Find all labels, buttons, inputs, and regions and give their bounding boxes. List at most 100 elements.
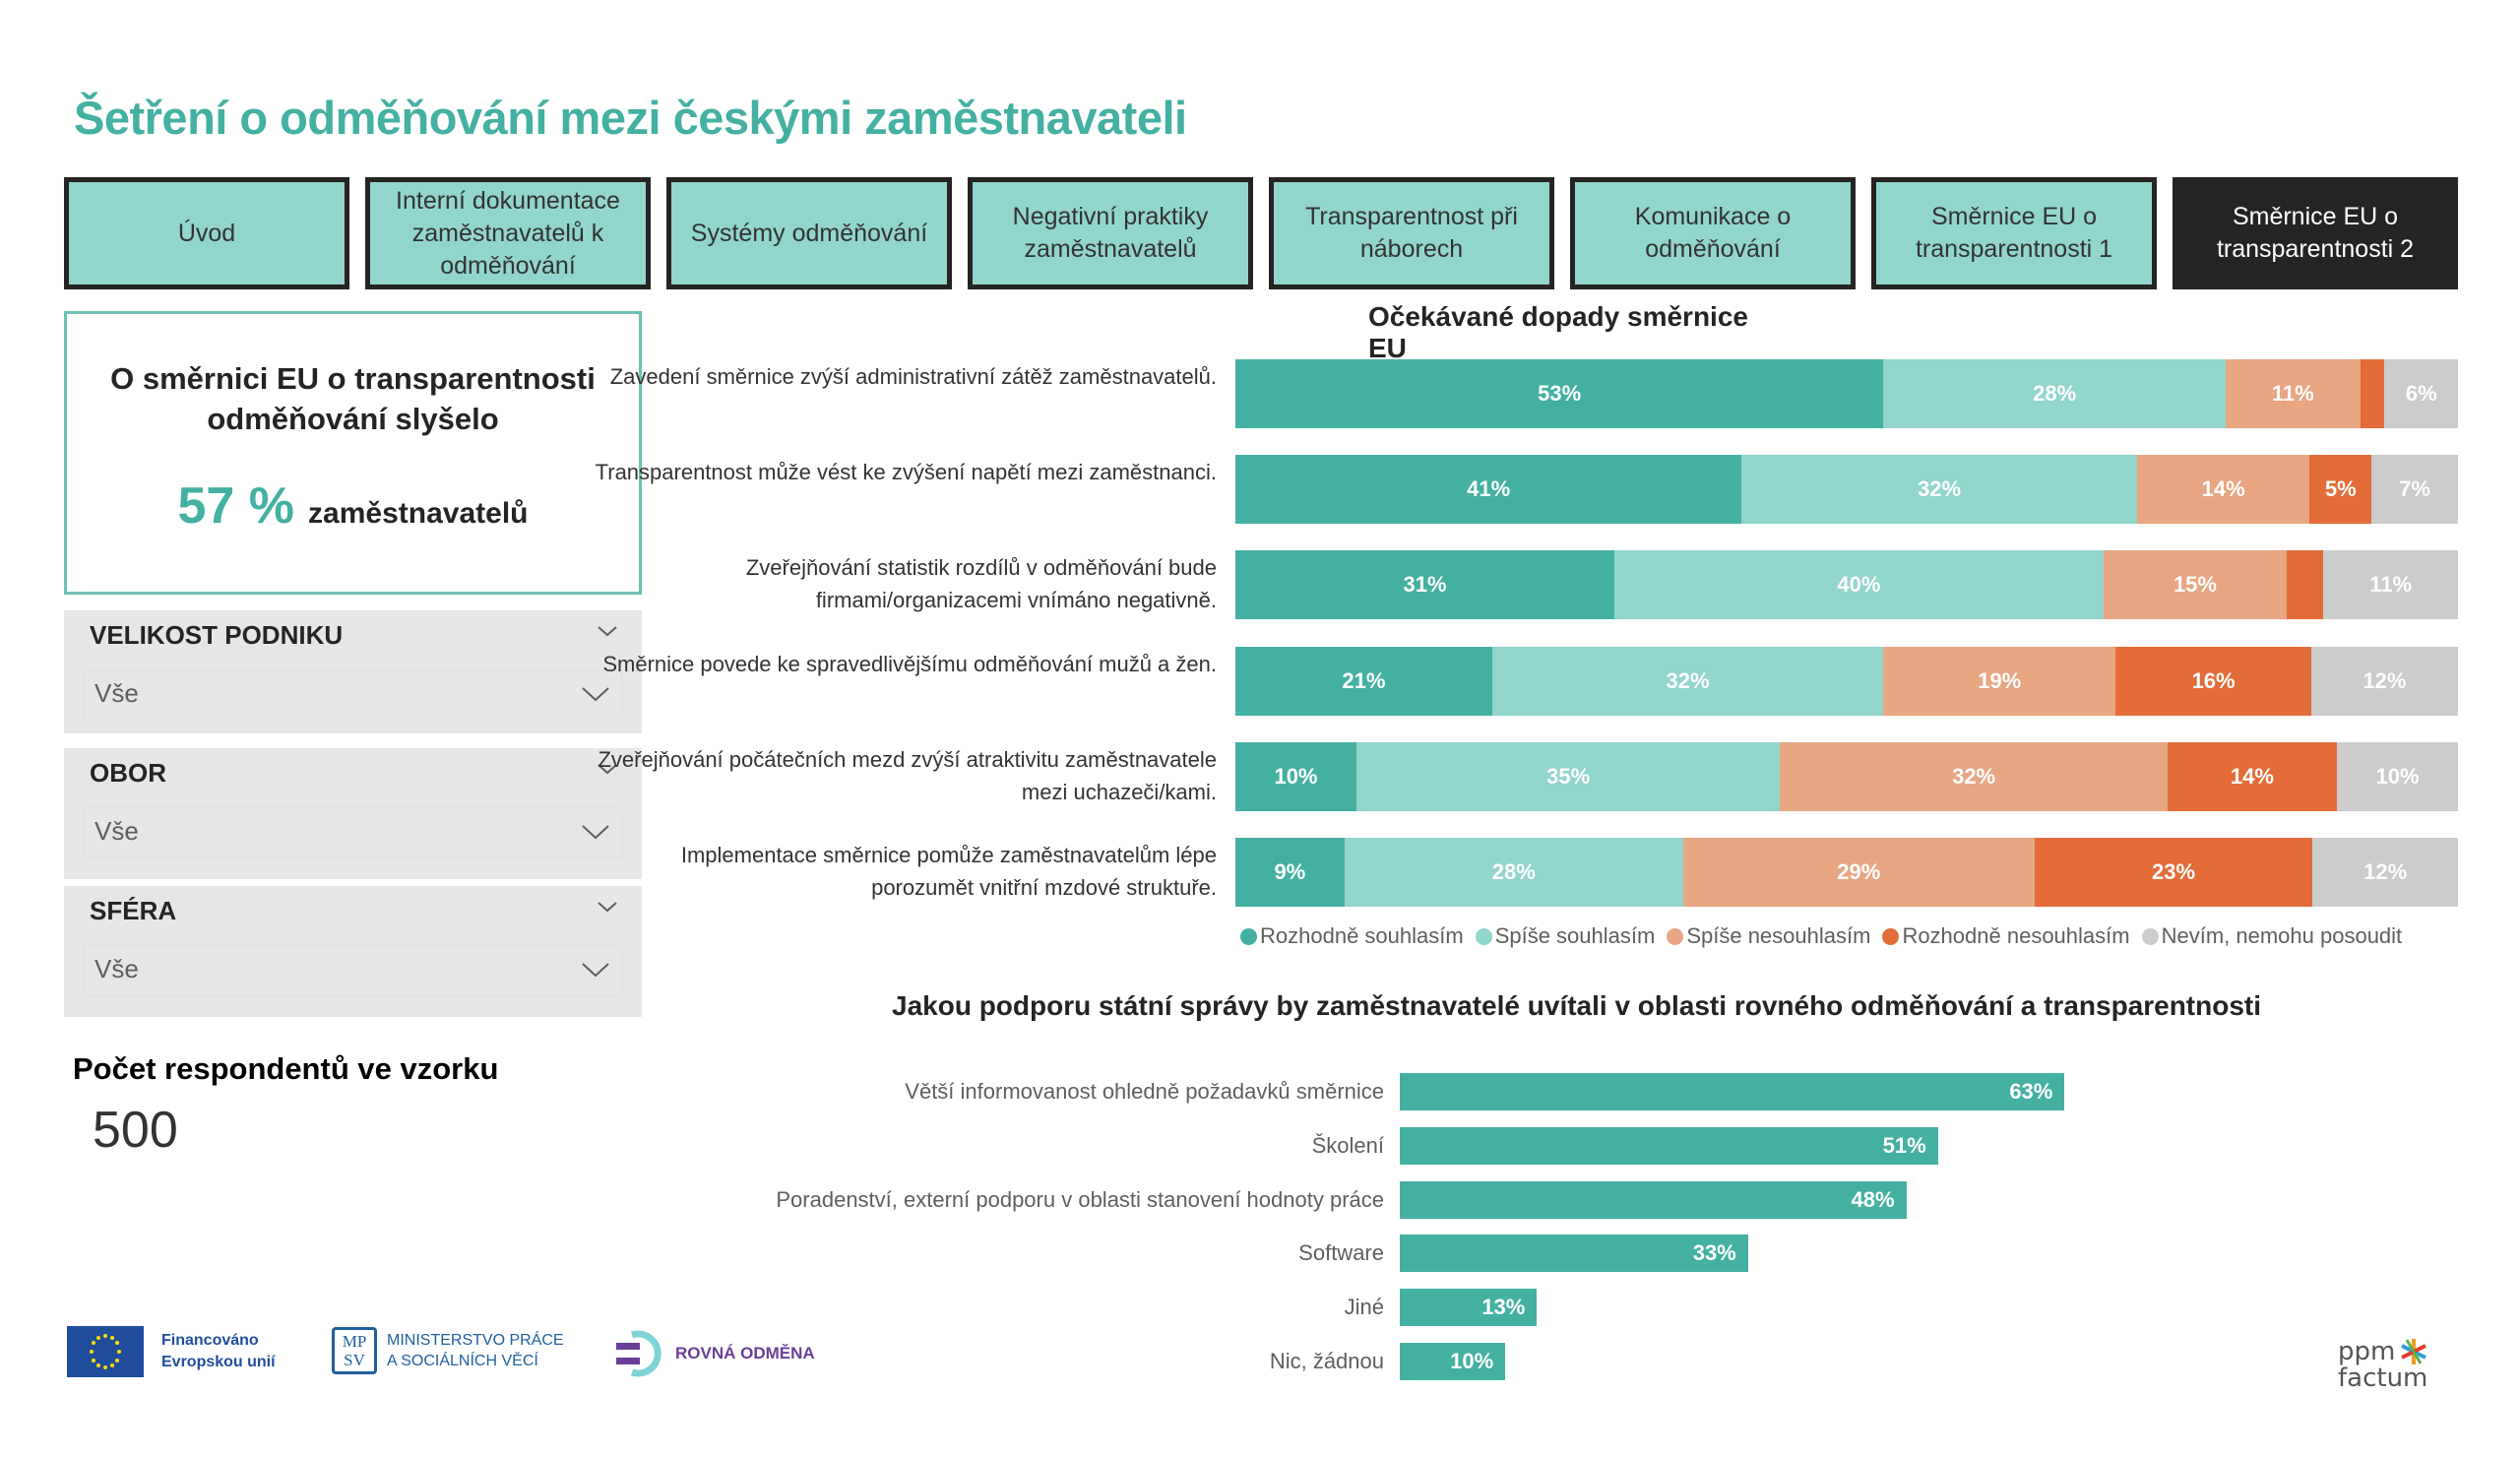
legend-label: Nevím, nemohu posoudit <box>2161 923 2403 948</box>
chart2-bar[interactable]: 13% <box>1400 1289 1538 1327</box>
chart1-bar-segment[interactable]: 32% <box>1491 646 1884 716</box>
legend-item[interactable]: Spíše souhlasím <box>1475 923 1656 949</box>
chart1-data-label: 9% <box>1274 859 1306 884</box>
filter-sfera: SFÉRA Vše <box>64 886 642 1017</box>
chart1-bar-segment[interactable]: 19% <box>1883 646 2116 716</box>
legend-item[interactable]: Rozhodně nesouhlasím <box>1882 923 2130 949</box>
tab-uvod[interactable]: Úvod <box>64 177 349 289</box>
chart1-bar-segment[interactable]: 7% <box>2371 455 2458 525</box>
filter-value: Vše <box>94 678 139 708</box>
legend-dot-icon <box>1882 927 1900 945</box>
legend-item[interactable]: Rozhodně souhlasím <box>1240 923 1464 949</box>
legend-label: Spíše nesouhlasím <box>1686 923 1871 948</box>
chart1-data-label: 23% <box>2151 859 2196 884</box>
chart1-bar-segment[interactable]: 31% <box>1235 550 1615 620</box>
filter-obor: OBOR Vše <box>64 748 642 879</box>
legend-dot-icon <box>1475 927 1492 945</box>
chart1-bar-segment[interactable]: 41% <box>1235 455 1742 525</box>
filter-dropdown[interactable]: Vše <box>84 807 622 858</box>
asterisk-icon <box>2401 1339 2427 1364</box>
chart1-bar-segment[interactable] <box>2360 359 2385 428</box>
chart1-data-label: 14% <box>2230 763 2274 789</box>
chart1-bar-segment[interactable]: 10% <box>1235 741 1356 811</box>
filter-title: OBOR <box>90 758 166 788</box>
tab-smernice-eu-1[interactable]: Směrnice EU o transparentnosti 1 <box>1871 177 2157 289</box>
tab-komunikace[interactable]: Komunikace o odměňování <box>1570 177 1856 289</box>
page-title: Šetření o odměňování mezi českými zaměst… <box>74 92 1187 144</box>
chart2-bar[interactable]: 51% <box>1400 1126 1938 1165</box>
chart1-bar-segment[interactable]: 12% <box>2312 838 2458 907</box>
mpsv-text-line: A SOCIÁLNÍCH VĚCÍ <box>387 1353 538 1369</box>
chart2-data-label: 63% <box>2009 1079 2053 1104</box>
chart2-category-label: Nic, žádnou <box>1269 1349 1384 1373</box>
chart1-data-label: 28% <box>1491 859 1536 884</box>
legend-dot-icon <box>1240 927 1257 945</box>
tab-negativni-praktiky[interactable]: Negativní praktiky zaměstnavatelů <box>968 177 1253 289</box>
chart1-bar-segment[interactable]: 14% <box>2136 455 2310 525</box>
filter-dropdown[interactable]: Vše <box>84 669 622 721</box>
chart1-bar-segment[interactable]: 28% <box>1344 838 1683 907</box>
filter-velikost-podniku: VELIKOST PODNIKU Vše <box>64 610 642 733</box>
ppm-text: ppm factum <box>2338 1337 2428 1393</box>
chevron-down-icon[interactable] <box>595 896 620 918</box>
mpsv-logo: MP SV MINISTERSTVO PRÁCE A SOCIÁLNÍCH VĚ… <box>332 1327 564 1374</box>
chart1-bar-segment[interactable] <box>2287 550 2324 620</box>
chart1-bar-segment[interactable]: 9% <box>1235 838 1345 907</box>
chart1-bar-segment[interactable]: 28% <box>1883 359 2226 428</box>
chart1-category-label: Zveřejňování statistik rozdílů v odměňov… <box>745 555 1217 613</box>
chart1-bar-segment[interactable]: 16% <box>2115 646 2311 716</box>
chart1-bar-segment[interactable]: 11% <box>2226 359 2361 428</box>
legend-label: Rozhodně nesouhlasím <box>1902 923 2130 948</box>
chart1-bar-segment[interactable]: 6% <box>2384 359 2458 428</box>
tab-systemy-odmenovani[interactable]: Systémy odměňování <box>666 177 952 289</box>
navigation-tabs: Úvod Interní dokumentace zaměstnavatelů … <box>64 177 2458 289</box>
legend-item[interactable]: Spíše nesouhlasím <box>1667 923 1870 949</box>
kpi-value: 57 % <box>177 477 295 535</box>
tab-interni-dokumentace[interactable]: Interní dokumentace zaměstnavatelů k odm… <box>365 177 651 289</box>
rovna-odmena-logo: ROVNÁ ODMĚNA <box>612 1329 815 1378</box>
chart2-bar[interactable]: 63% <box>1400 1073 2065 1110</box>
chart1-bar-segment[interactable]: 15% <box>2103 550 2288 620</box>
chart1-data-label: 31% <box>1403 572 1447 598</box>
ppm-text-line: factum <box>2338 1363 2428 1393</box>
chart2-category-label: Software <box>1298 1240 1384 1266</box>
chart1-bar-segment[interactable]: 32% <box>1741 455 2137 525</box>
chart1-bar-segment[interactable]: 10% <box>2337 741 2458 811</box>
legend-item[interactable]: Nevím, nemohu posoudit <box>2141 923 2403 949</box>
chevron-down-icon[interactable] <box>595 620 620 642</box>
eu-funding-logo: Financováno Evropskou unií <box>67 1326 276 1377</box>
chart1-data-label: 12% <box>2362 667 2407 693</box>
chart2-bar[interactable]: 48% <box>1400 1180 1907 1219</box>
mpsv-mark-line: MP <box>342 1332 367 1351</box>
filter-value: Vše <box>94 816 139 846</box>
legend-label: Spíše souhlasím <box>1494 923 1656 948</box>
chart1-bar-segment[interactable]: 11% <box>2323 550 2458 620</box>
chart2-data-label: 13% <box>1481 1295 1526 1320</box>
chevron-down-icon <box>582 687 609 702</box>
chart1-bar-segment[interactable]: 5% <box>2309 455 2372 525</box>
respondents-value: 500 <box>93 1102 178 1159</box>
filter-dropdown[interactable]: Vše <box>84 945 622 996</box>
rovna-odmena-text: ROVNÁ ODMĚNA <box>675 1344 815 1362</box>
chart1-bar-segment[interactable]: 14% <box>2167 741 2338 811</box>
chart1-category-label: Zveřejňování počátečních mezd zvýší atra… <box>598 746 1217 804</box>
chart2-bar[interactable]: 33% <box>1400 1235 1748 1273</box>
chart1-bar-segment[interactable]: 23% <box>2034 838 2313 907</box>
chart1-bar-segment[interactable]: 21% <box>1235 646 1492 716</box>
tab-transparentnost-naborech[interactable]: Transparentnost při náborech <box>1269 177 1554 289</box>
chart2-category-label: Školení <box>1311 1132 1384 1158</box>
chart1-bar-segment[interactable]: 53% <box>1235 359 1884 428</box>
chart1-bar-segment[interactable]: 40% <box>1614 550 2104 620</box>
chart1-data-label: 10% <box>2375 763 2420 789</box>
chart1-bar-segment[interactable]: 12% <box>2310 646 2458 716</box>
tab-smernice-eu-2[interactable]: Směrnice EU o transparentnosti 2 <box>2173 177 2458 289</box>
chevron-down-icon[interactable] <box>595 758 620 780</box>
chart1-data-label: 41% <box>1467 476 1511 502</box>
chart1-bar-segment[interactable]: 32% <box>1780 741 2168 811</box>
mpsv-mark-icon: MP SV <box>332 1327 377 1374</box>
chart1-bar-segment[interactable]: 29% <box>1682 838 2035 907</box>
chart2-bar[interactable]: 10% <box>1400 1343 1506 1380</box>
eu-text-line: Evropskou unií <box>161 1354 276 1370</box>
chart1-bar-segment[interactable]: 35% <box>1355 741 1781 811</box>
chevron-down-icon <box>582 825 609 840</box>
